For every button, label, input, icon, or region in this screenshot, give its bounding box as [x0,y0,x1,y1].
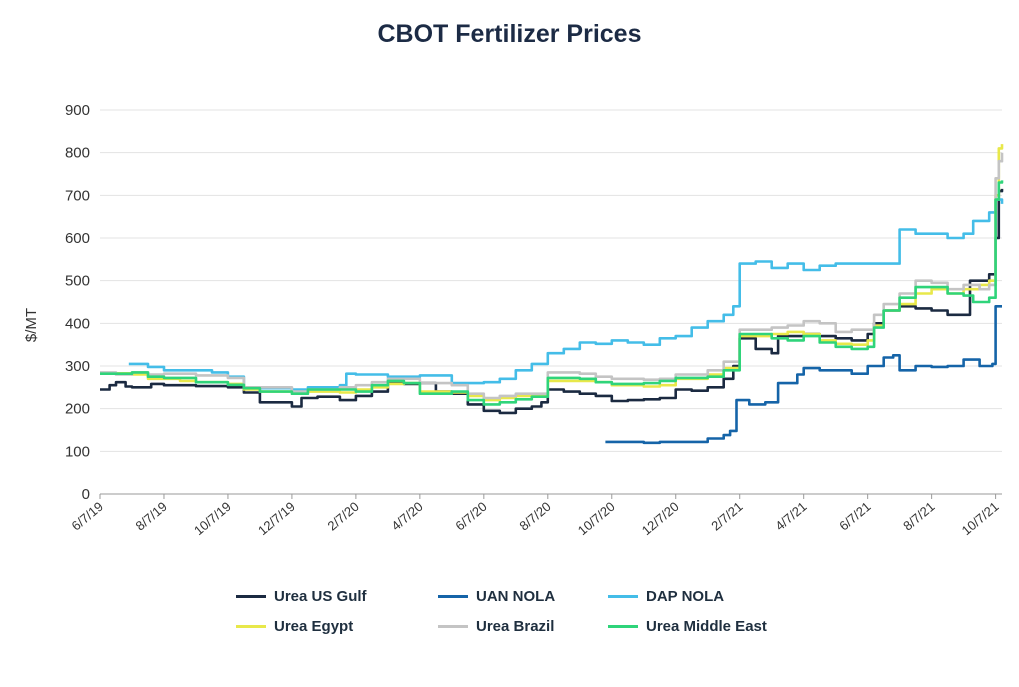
y-tick-label: 0 [82,486,90,503]
legend-label: Urea Brazil [476,618,555,635]
x-tick-label: 4/7/20 [388,499,425,534]
legend-item-dap-nola: DAP NOLA [608,588,724,605]
y-tick-label: 200 [65,401,90,418]
legend-item-urea-egypt: Urea Egypt [236,618,353,635]
legend-swatch [438,625,468,628]
y-axis-label: $/MT [23,308,40,342]
y-tick-label: 600 [65,230,90,247]
legend-label: Urea Middle East [646,618,767,635]
series-line-dap-nola [128,198,1004,391]
chart-title: CBOT Fertilizer Prices [377,20,642,48]
x-tick-label: 8/7/20 [516,499,553,534]
legend-swatch [608,595,638,598]
legend-item-urea-brazil: Urea Brazil [438,618,554,635]
x-tick-label: 4/7/21 [772,499,809,534]
y-tick-label: 900 [65,102,90,119]
legend-swatch [438,595,468,598]
legend-item-uan-nola: UAN NOLA [438,588,555,605]
legend-swatch [608,625,638,628]
y-tick-label: 500 [65,273,90,290]
x-tick-label: 6/7/21 [836,499,873,534]
y-axis-ticks: 0 100 200 300 400 500 600 700 800 900 [65,102,90,503]
series-line-urea-middle-east [100,180,1004,406]
legend-label: UAN NOLA [476,588,556,605]
x-tick-label: 6/7/19 [69,499,106,534]
x-tick-label: 8/7/21 [900,499,937,534]
series-line-urea-us-gulf [100,188,1004,415]
x-tick-label: 10/7/21 [959,499,1002,538]
y-tick-label: 400 [65,315,90,332]
legend-swatch [236,595,266,598]
x-tick-label: 8/7/19 [133,499,170,534]
legend-item-urea-us-gulf: Urea US Gulf [236,588,367,605]
series-lines [100,144,1004,445]
y-tick-label: 800 [65,145,90,162]
x-tick-label: 12/7/20 [639,499,682,538]
legend-swatch [236,625,266,628]
y-tick-label: 700 [65,187,90,204]
x-tick-label: 12/7/19 [255,499,298,538]
y-tick-label: 300 [65,358,90,375]
y-tick-label: 100 [65,443,90,460]
x-tick-label: 2/7/21 [708,499,745,534]
gridlines [100,109,1002,495]
legend-label: Urea Egypt [274,618,354,635]
legend-label: Urea US Gulf [274,588,367,605]
x-tick-label: 2/7/20 [324,499,361,534]
x-tick-label: 6/7/20 [452,499,489,534]
x-tick-label: 10/7/19 [191,499,234,538]
series-line-urea-egypt [100,144,1004,402]
legend-label: DAP NOLA [646,588,725,605]
legend-item-urea-middle-east: Urea Middle East [608,618,767,635]
series-line-uan-nola [605,305,1002,445]
x-axis-ticks: 6/7/19 8/7/19 10/7/19 12/7/19 2/7/20 4/7/20 6/… [69,494,1002,538]
series-line-urea-brazil [100,152,1004,400]
x-tick-label: 10/7/20 [575,499,618,538]
